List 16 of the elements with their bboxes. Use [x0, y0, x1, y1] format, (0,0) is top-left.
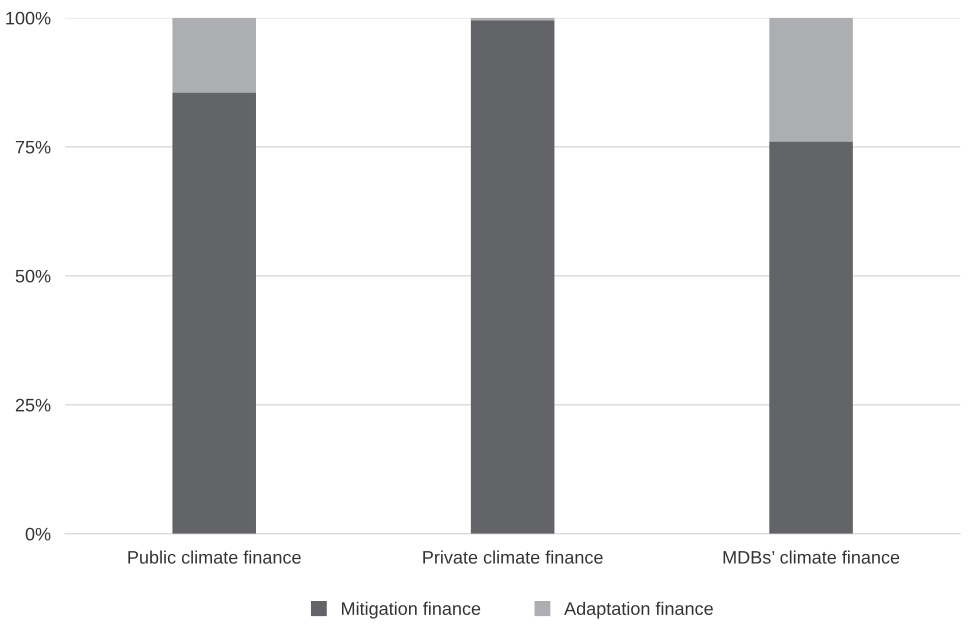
legend-label: Mitigation finance	[342, 602, 480, 619]
y-tick-label: 0%	[26, 528, 50, 541]
bar	[769, 142, 853, 534]
bar	[172, 92, 256, 534]
y-tick-label: 25%	[16, 398, 50, 412]
bar	[470, 18, 554, 20]
legend-label: Adaptation finance	[564, 602, 713, 619]
x-tick-label: Private climate finance	[423, 550, 603, 564]
x-tick-label: MDBs’ climate finance	[724, 550, 900, 564]
bar	[470, 20, 554, 534]
y-tick-label: 100%	[6, 12, 50, 25]
x-tick-label: Public climate finance	[128, 550, 301, 564]
y-tick-label: 50%	[16, 270, 50, 283]
bar	[769, 18, 853, 142]
bar	[172, 18, 256, 93]
y-tick-label: 75%	[16, 140, 50, 154]
